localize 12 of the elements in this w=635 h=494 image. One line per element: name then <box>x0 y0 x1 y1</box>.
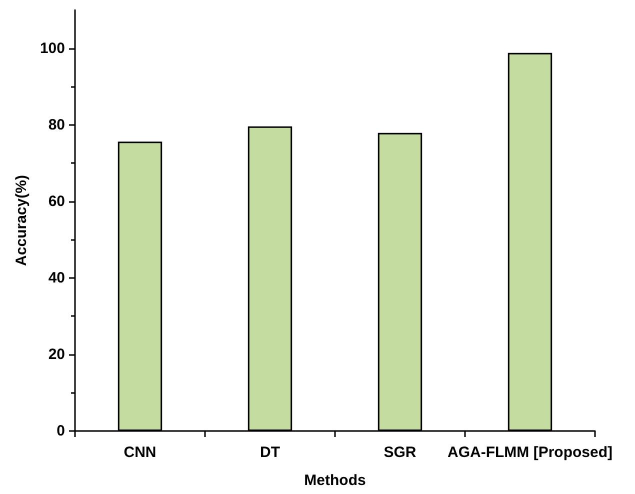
x-tick-label: AGA-FLMM [Proposed] <box>448 444 612 461</box>
y-axis-title: Accuracy(%) <box>13 175 30 266</box>
y-tick-label: 80 <box>48 116 65 134</box>
x-tick-label: CNN <box>124 444 156 461</box>
y-tick-label: 60 <box>48 192 65 210</box>
y-tick-label: 40 <box>48 269 65 286</box>
x-axis-title: Methods <box>304 472 366 489</box>
y-tick-label: 100 <box>40 40 65 57</box>
x-tick-label: DT <box>260 444 280 461</box>
x-tick-label: SGR <box>384 444 416 461</box>
y-tick-label: 20 <box>48 346 65 363</box>
y-tick-label: 0 <box>56 422 65 440</box>
